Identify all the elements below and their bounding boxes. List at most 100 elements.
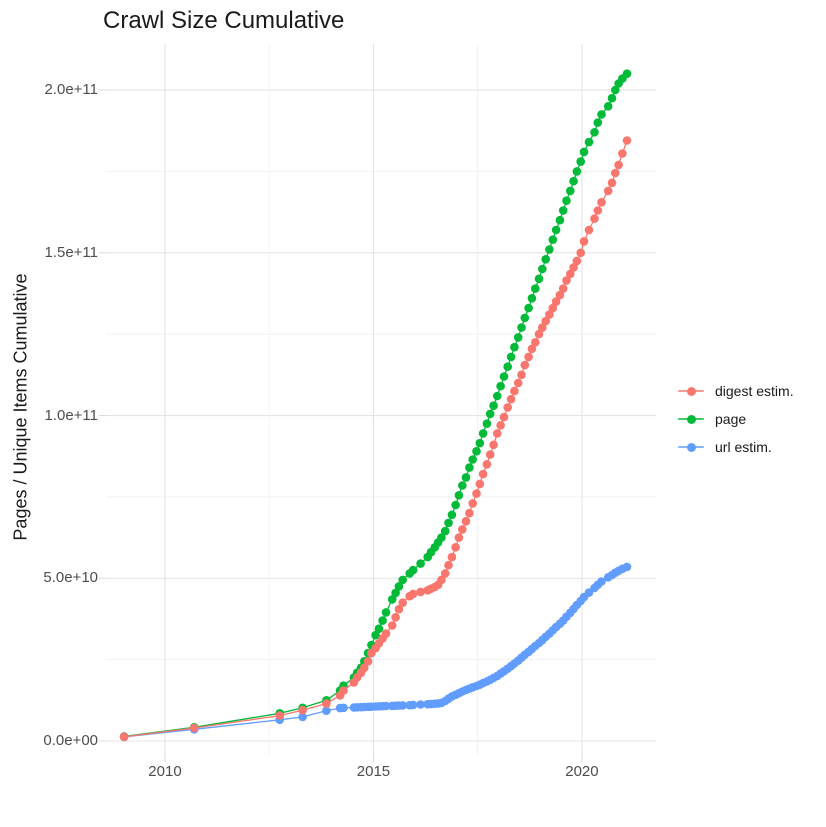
data-point [437, 533, 446, 542]
data-point [454, 533, 464, 542]
x-tick-label: 2015 [356, 763, 391, 780]
data-point [590, 128, 599, 137]
data-point [593, 206, 603, 215]
data-point [555, 215, 565, 225]
data-point [440, 526, 450, 536]
data-point [465, 508, 474, 518]
data-point [607, 93, 617, 103]
data-point [482, 460, 492, 469]
data-point [520, 360, 530, 370]
legend-point-icon [686, 386, 696, 396]
data-point [416, 587, 425, 597]
data-point [517, 323, 526, 332]
data-point [451, 543, 460, 552]
data-point [622, 69, 632, 78]
data-point [447, 552, 457, 562]
data-point [593, 118, 603, 127]
data-point [322, 699, 331, 708]
data-point [408, 700, 418, 710]
data-point [611, 168, 620, 178]
data-point [339, 686, 348, 695]
data-point [444, 560, 453, 570]
data-point [408, 565, 418, 575]
data-point [503, 403, 512, 412]
data-point [478, 469, 488, 479]
data-point [408, 589, 418, 599]
data-point [391, 613, 400, 622]
data-point [590, 214, 599, 223]
legend-key-page [678, 410, 704, 428]
data-point [513, 378, 523, 388]
y-tick-label: 1.5e+11 [44, 243, 98, 261]
legend-key-digest-estim [678, 382, 704, 400]
data-point [440, 569, 450, 578]
data-point [485, 450, 495, 459]
data-point [454, 491, 464, 500]
data-point [506, 352, 516, 362]
data-point [499, 372, 509, 381]
legend: digest estim. page url estim. [678, 377, 794, 461]
legend-label-page: page [715, 411, 747, 427]
data-point [493, 429, 502, 438]
data-point [496, 421, 505, 430]
data-point [524, 352, 533, 362]
data-point [339, 703, 348, 713]
data-point [531, 338, 540, 347]
data-point [489, 440, 498, 450]
legend-item-url-estim: url estim. [678, 433, 794, 461]
data-point [603, 186, 613, 196]
data-point [482, 419, 492, 429]
data-point [558, 206, 568, 215]
data-point [548, 303, 558, 313]
data-point [572, 167, 582, 176]
data-point [527, 344, 537, 354]
data-point [437, 575, 446, 585]
data-point [506, 394, 516, 404]
data-point [524, 303, 533, 313]
data-point [458, 525, 467, 534]
data-point [607, 178, 617, 188]
data-point [472, 447, 481, 456]
chart-title: Crawl Size Cumulative [103, 7, 345, 34]
data-point [569, 176, 578, 186]
data-point [545, 245, 554, 254]
y-tick-label: 5.0e+10 [43, 569, 98, 587]
data-point [534, 274, 544, 284]
legend-item-page: page [678, 405, 794, 433]
data-point [475, 438, 485, 448]
data-point [562, 276, 571, 285]
data-point [493, 391, 502, 401]
data-point [468, 499, 478, 508]
data-point [576, 157, 585, 166]
data-point [387, 621, 397, 630]
data-point [538, 264, 547, 274]
data-point [555, 290, 565, 300]
y-tick-label: 2.0e+11 [44, 81, 98, 99]
data-point [562, 196, 571, 205]
data-point [618, 149, 627, 158]
data-point [371, 630, 380, 640]
data-point [614, 160, 623, 170]
data-point [387, 595, 397, 604]
data-point [374, 624, 384, 633]
data-point [551, 225, 561, 235]
data-point [472, 489, 481, 498]
data-point [576, 248, 585, 258]
legend-label-url-estim: url estim. [715, 439, 772, 455]
legend-point-icon [686, 442, 696, 452]
data-point [566, 269, 575, 279]
data-point [531, 284, 540, 293]
data-point [451, 500, 460, 510]
data-point [461, 517, 471, 526]
data-point [496, 381, 505, 391]
data-point [538, 323, 547, 332]
data-point [416, 700, 425, 709]
data-point [485, 409, 495, 419]
legend-item-digest-estim: digest estim. [678, 377, 794, 405]
data-point [458, 481, 467, 490]
data-point [478, 429, 488, 438]
series-url-estim [119, 562, 632, 742]
data-point [398, 598, 408, 607]
